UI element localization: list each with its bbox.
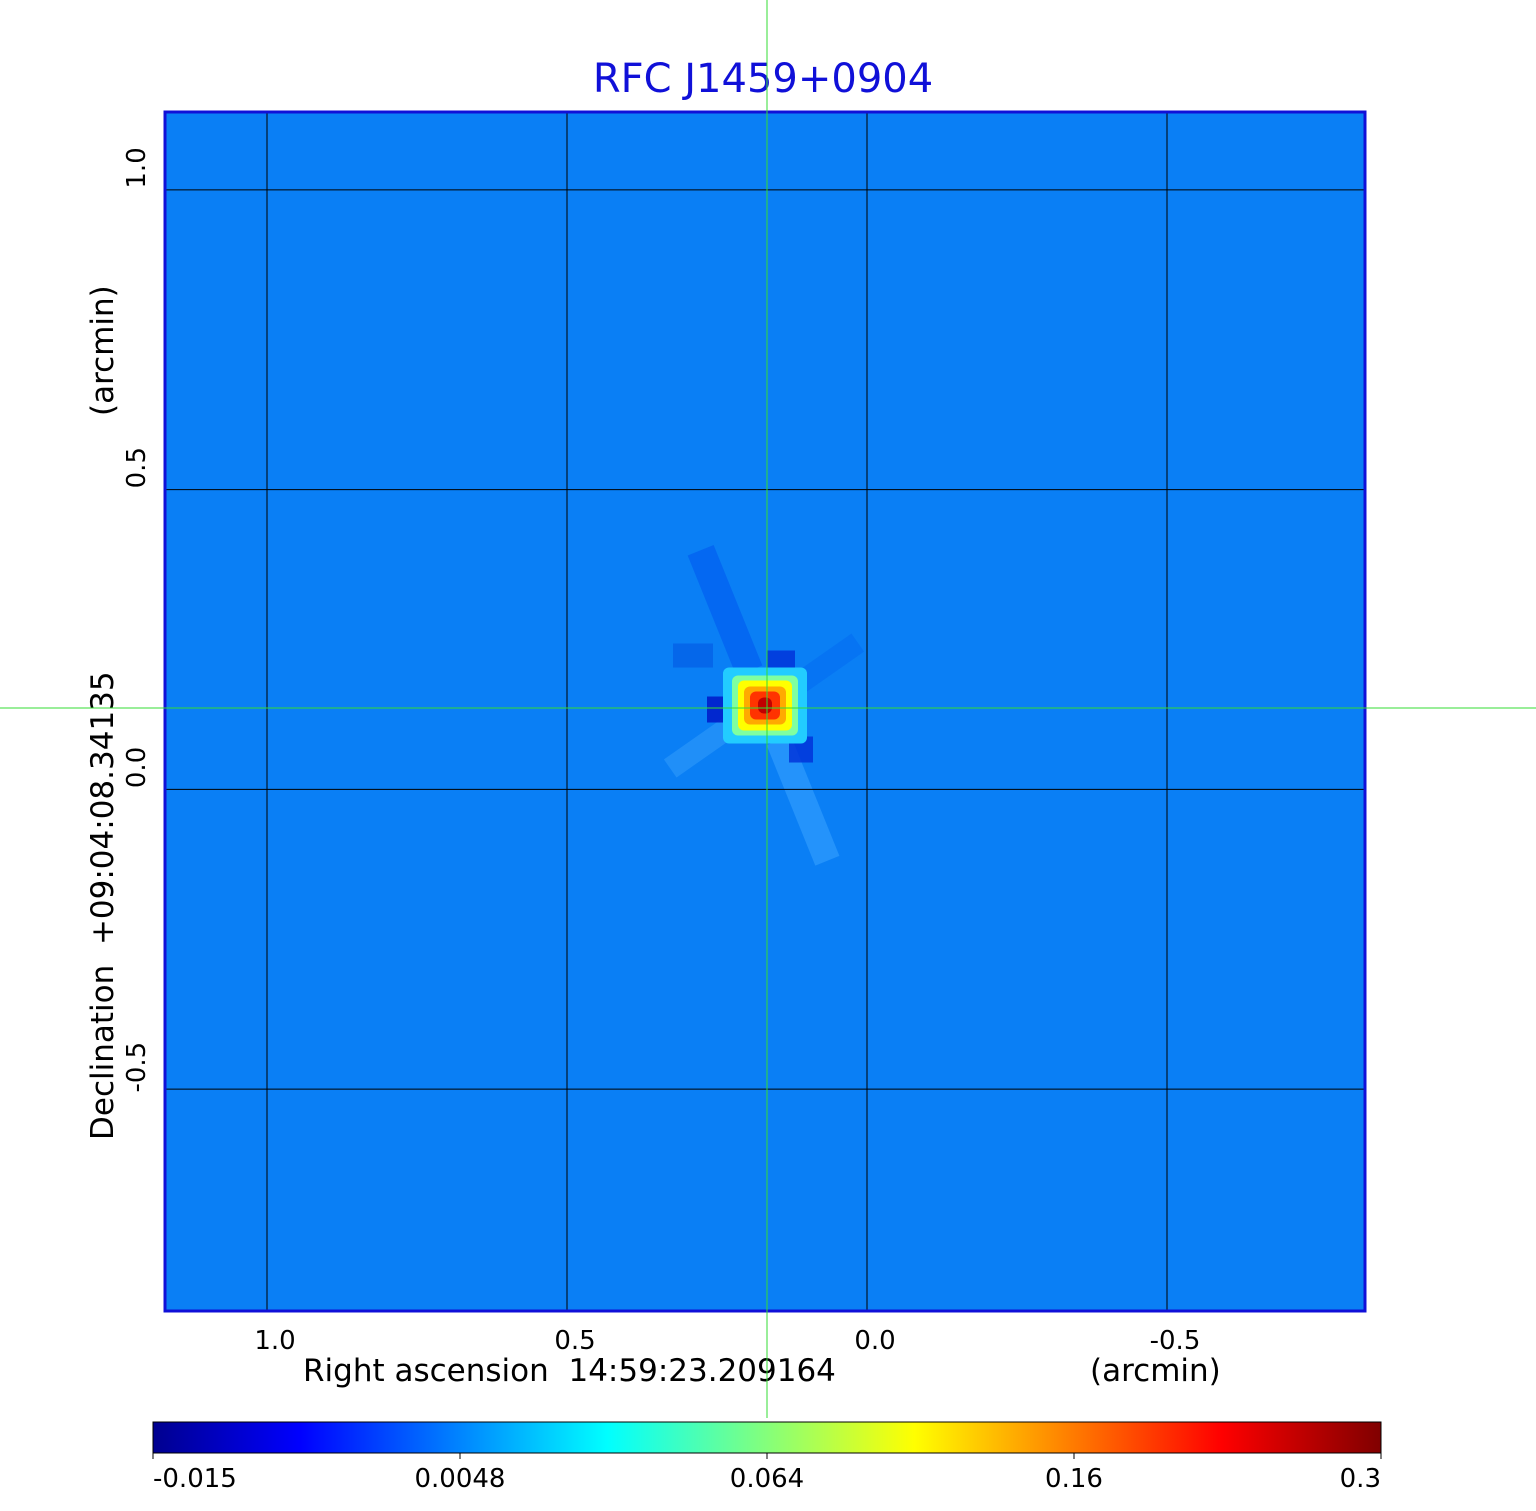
x-axis-unit: (arcmin) bbox=[1090, 1353, 1221, 1389]
x-tick-labels: 1.0 0.5 0.0 -0.5 bbox=[254, 1326, 1200, 1356]
y-tick-labels: 1.0 0.5 0.0 -0.5 bbox=[122, 147, 152, 1092]
y-tick-label: 1.0 bbox=[122, 147, 152, 188]
plot-frame bbox=[163, 110, 1367, 1313]
x-tick-label: 0.5 bbox=[554, 1326, 595, 1356]
x-tick-label: -0.5 bbox=[1150, 1326, 1201, 1356]
y-tick-label: 0.5 bbox=[122, 447, 152, 488]
grid-lines-x bbox=[266, 112, 1168, 1311]
x-axis-label: Right ascension 14:59:23.209164 bbox=[303, 1353, 836, 1389]
y-axis-label: Declination +09:04:08.34135 bbox=[85, 671, 121, 1140]
y-tick-label: 0.0 bbox=[122, 747, 152, 788]
colorbar-tick-label: -0.015 bbox=[153, 1464, 237, 1494]
chart-title: RFC J1459+0904 bbox=[593, 56, 933, 102]
peak-core bbox=[758, 697, 772, 714]
colorbar bbox=[152, 1421, 1382, 1454]
y-axis-unit: (arcmin) bbox=[85, 285, 121, 416]
grid-lines-y bbox=[165, 189, 1365, 1090]
y-tick-label: -0.5 bbox=[122, 1042, 152, 1093]
emission-feature bbox=[663, 713, 743, 778]
colorbar-tick-label: 0.0048 bbox=[415, 1464, 506, 1494]
emission-feature bbox=[673, 643, 713, 668]
colorbar-ticks: -0.015 0.0048 0.064 0.16 0.3 bbox=[152, 1453, 1382, 1494]
colorbar-tick-label: 0.16 bbox=[1045, 1464, 1103, 1494]
colorbar-tick-label: 0.3 bbox=[1340, 1464, 1381, 1494]
colorbar-tick-label: 0.064 bbox=[730, 1464, 804, 1494]
emission-feature bbox=[766, 735, 840, 866]
emission-features bbox=[663, 544, 865, 866]
x-tick-label: 0.0 bbox=[854, 1326, 895, 1356]
emission-feature bbox=[687, 544, 763, 677]
x-tick-label: 1.0 bbox=[254, 1326, 295, 1356]
